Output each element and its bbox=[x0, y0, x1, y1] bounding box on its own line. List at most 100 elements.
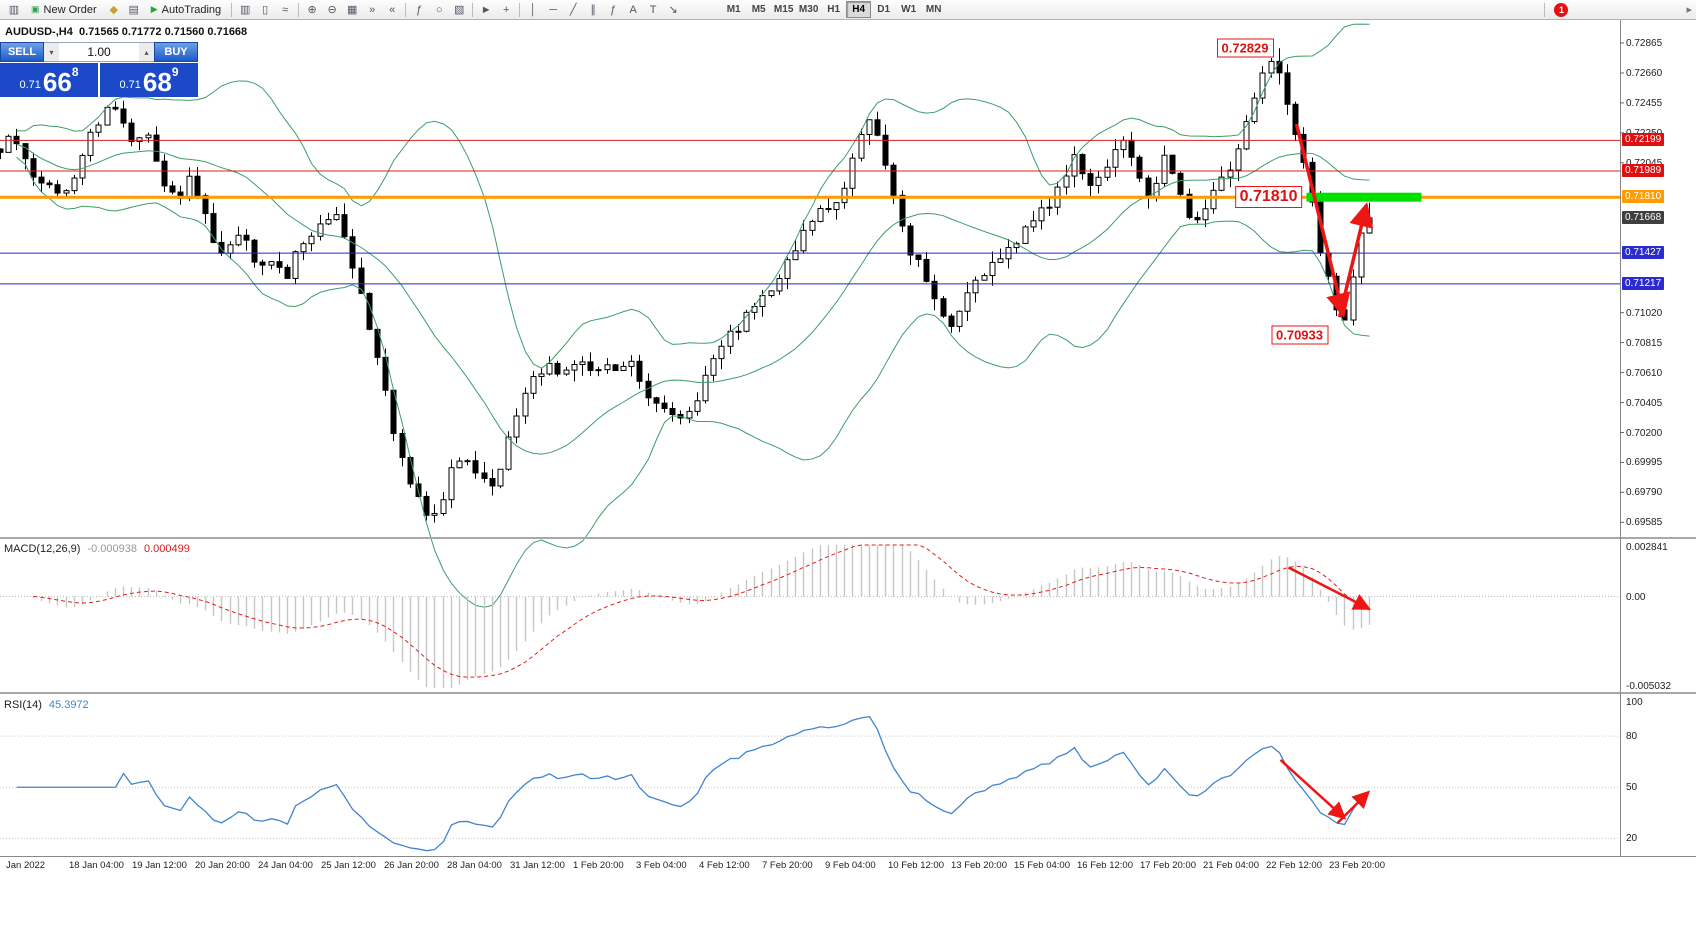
chart-canvas[interactable] bbox=[0, 20, 1696, 876]
auto-scroll-icon[interactable]: » bbox=[362, 1, 382, 19]
macd-axis-label: 0.002841 bbox=[1626, 542, 1668, 553]
horizontal-line-icon[interactable]: ─ bbox=[543, 1, 563, 19]
price-axis-label: 0.70610 bbox=[1626, 367, 1663, 379]
annotation-arrow[interactable] bbox=[1336, 790, 1371, 824]
trendline-icon[interactable]: ╱ bbox=[563, 1, 583, 19]
price-axis-label: 0.72865 bbox=[1626, 38, 1663, 49]
line-chart-icon[interactable]: ≈ bbox=[275, 1, 295, 19]
price-axis-label: 0.69995 bbox=[1626, 457, 1663, 469]
profiles-icon[interactable]: ▤ bbox=[124, 1, 144, 19]
price-axis-highlight: 0.71217 bbox=[1622, 276, 1665, 290]
time-axis-label: 7 Feb 20:00 bbox=[762, 860, 813, 871]
time-axis-label: Jan 2022 bbox=[6, 860, 46, 871]
buy-price[interactable]: 0.71 68 9 bbox=[100, 63, 198, 97]
templates-icon[interactable]: ▧ bbox=[449, 1, 469, 19]
timeframe-m5[interactable]: M5 bbox=[746, 1, 771, 18]
zoom-out-icon[interactable]: ⊖ bbox=[322, 1, 342, 19]
time-axis-label: 20 Jan 20:00 bbox=[195, 860, 250, 871]
time-axis-label: 10 Feb 12:00 bbox=[888, 860, 944, 871]
timeframe-buttons: M1 M5 M15 M30 H1 H4 D1 W1 MN bbox=[721, 1, 946, 18]
toolbar-separator bbox=[405, 2, 407, 17]
macd-axis-label: 0.00 bbox=[1626, 591, 1646, 603]
time-axis-label: 22 Feb 12:00 bbox=[1266, 860, 1322, 871]
toolbar-right: 1 ▸ bbox=[1541, 2, 1696, 17]
channel-icon[interactable]: ∥ bbox=[583, 1, 603, 19]
mql5-market-icon[interactable]: ◆ bbox=[104, 1, 124, 19]
candlesticks bbox=[0, 48, 1373, 523]
chart-shift-icon[interactable]: « bbox=[382, 1, 402, 19]
sell-price[interactable]: 0.71 66 8 bbox=[0, 63, 98, 97]
sell-button[interactable]: SELL bbox=[0, 42, 44, 62]
new-order-button-label: New Order bbox=[43, 3, 97, 16]
toolbar-separator bbox=[519, 2, 521, 17]
price-axis-label: 0.69585 bbox=[1626, 517, 1663, 529]
crosshair-icon[interactable]: + bbox=[496, 1, 516, 19]
volume-up-button[interactable]: ▴ bbox=[139, 43, 154, 61]
arrows-icon[interactable]: ↘ bbox=[663, 1, 683, 19]
buy-button[interactable]: BUY bbox=[154, 42, 198, 62]
annotation-arrow[interactable] bbox=[1294, 123, 1351, 318]
time-axis-label: 31 Jan 12:00 bbox=[510, 860, 565, 871]
annotation-arrow[interactable] bbox=[1287, 566, 1371, 610]
price-callout-level[interactable]: 0.71810 bbox=[1234, 186, 1303, 209]
time-axis-label: 4 Feb 12:00 bbox=[699, 860, 750, 871]
candles-icon[interactable]: ▯ bbox=[255, 1, 275, 19]
bars-icon[interactable]: ▥ bbox=[235, 1, 255, 19]
rsi-label: RSI(14) bbox=[4, 699, 42, 711]
volume-down-button[interactable]: ▾ bbox=[44, 43, 59, 61]
buy-price-pips: 68 bbox=[142, 67, 172, 97]
macd-value-1: -0.000938 bbox=[87, 543, 137, 555]
green-level-bar[interactable] bbox=[1306, 192, 1422, 202]
macd-panel bbox=[0, 544, 1620, 688]
price-callout-low[interactable]: 0.70933 bbox=[1271, 325, 1328, 345]
autotrading-button-icon: ▶ bbox=[150, 4, 158, 14]
timeframe-h4[interactable]: H4 bbox=[846, 1, 872, 18]
rsi-axis-label: 20 bbox=[1626, 833, 1638, 845]
sell-price-pips: 66 bbox=[42, 67, 72, 97]
zoom-in-icon[interactable]: ⊕ bbox=[302, 1, 322, 19]
price-axis-highlight: 0.71989 bbox=[1622, 164, 1665, 178]
volume-input[interactable] bbox=[59, 43, 139, 61]
periods-icon[interactable]: ○ bbox=[429, 1, 449, 19]
timeframe-m30[interactable]: M30 bbox=[796, 1, 821, 18]
time-axis-label: 26 Jan 20:00 bbox=[384, 860, 439, 871]
toolbar: ▥ ▣ New Order ◆ ▤ ▶ AutoTrading ▥ ▯ ≈ ⊕ ⊖ ▦» «ƒ ○ ▧ ► + │ ─… bbox=[0, 0, 1696, 20]
new-order-button[interactable]: ▣ New Order bbox=[24, 1, 104, 19]
rsi-header: RSI(14) 45.3972 bbox=[4, 699, 89, 711]
fibonacci-icon[interactable]: ƒ bbox=[603, 1, 623, 19]
price-axis-label: 0.72045 bbox=[1626, 157, 1662, 170]
timeframe-d1[interactable]: D1 bbox=[871, 1, 896, 18]
chart-window-icon[interactable]: ▥ bbox=[4, 1, 24, 19]
autotrading-button[interactable]: ▶ AutoTrading bbox=[144, 1, 228, 19]
timeframe-w1[interactable]: W1 bbox=[896, 1, 921, 18]
rsi-axis-label: 50 bbox=[1626, 782, 1638, 794]
price-callout-high[interactable]: 0.72829 bbox=[1216, 38, 1274, 58]
text-icon[interactable]: A bbox=[623, 1, 643, 19]
tile-windows-icon[interactable]: ▦ bbox=[342, 1, 362, 19]
annotation-arrow[interactable] bbox=[1279, 759, 1347, 820]
timeframe-mn[interactable]: MN bbox=[921, 1, 946, 18]
indicators-icon[interactable]: ƒ bbox=[409, 1, 429, 19]
cursor-icon[interactable]: ► bbox=[476, 1, 496, 19]
rsi-panel bbox=[0, 715, 1620, 852]
horizontal-lines[interactable] bbox=[0, 139, 1620, 285]
label-icon[interactable]: T bbox=[643, 1, 663, 19]
notification-badge[interactable]: 1 bbox=[1554, 2, 1569, 17]
new-order-button-icon: ▣ bbox=[31, 4, 40, 14]
sell-price-prefix: 0.71 bbox=[19, 79, 41, 91]
annotation-arrow[interactable] bbox=[1337, 202, 1374, 318]
timeframe-m15[interactable]: M15 bbox=[771, 1, 796, 18]
chart-window[interactable]: AUDUSD-,H4 0.71565 0.71772 0.71560 0.716… bbox=[0, 20, 1696, 876]
vertical-line-icon[interactable]: │ bbox=[523, 1, 543, 19]
rsi-axis-label: 100 bbox=[1626, 697, 1643, 708]
toolbar-separator bbox=[472, 2, 474, 17]
time-axis-label: 23 Feb 20:00 bbox=[1329, 860, 1385, 871]
toolbar-buttons: ▥ ▣ New Order ◆ ▤ ▶ AutoTrading ▥ ▯ ≈ ⊕ ⊖ ▦» «ƒ ○ ▧ ► + │ ─… bbox=[4, 1, 683, 19]
bollinger-bands bbox=[16, 23, 1370, 608]
timeframe-m1[interactable]: M1 bbox=[721, 1, 746, 18]
macd-signal-line bbox=[33, 544, 1370, 678]
time-axis-label: 28 Jan 04:00 bbox=[447, 860, 502, 871]
annotations[interactable] bbox=[1279, 123, 1422, 824]
toolbar-overflow-icon[interactable]: ▸ bbox=[1686, 4, 1692, 16]
timeframe-h1[interactable]: H1 bbox=[821, 1, 846, 18]
